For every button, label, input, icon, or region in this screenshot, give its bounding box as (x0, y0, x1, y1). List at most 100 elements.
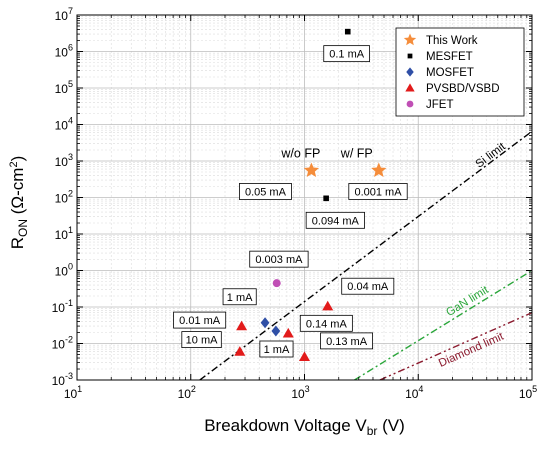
x-tick-exponent: 5 (532, 384, 537, 394)
x-axis-label: Breakdown Voltage Vbr (V) (204, 416, 405, 438)
square-marker (323, 195, 329, 202)
annotation-text: 0.003 mA (255, 254, 303, 266)
y-tick-base: 10 (55, 228, 69, 242)
y-tick-exponent: -1 (65, 298, 73, 308)
y-tick-exponent: 6 (68, 43, 73, 53)
y-tick-label: 107 (55, 6, 73, 23)
legend-box (395, 27, 525, 117)
annotation: 0.13 mA (320, 332, 373, 350)
y-tick-base: 10 (55, 192, 69, 206)
annotation-text: 0.04 mA (347, 281, 389, 293)
limit-label: Si limit (474, 140, 509, 170)
annotation-box (320, 332, 373, 350)
x-tick-label: 102 (178, 384, 196, 401)
x-tick-base: 10 (178, 387, 192, 401)
annotation-box (259, 340, 294, 358)
y-tick-label: 104 (55, 116, 73, 133)
y-tick-label: 105 (55, 79, 73, 96)
y-axis-label: RON (Ω-cm2) (8, 156, 30, 250)
y-tick-label: 10-2 (52, 335, 73, 352)
x-tick-exponent: 4 (418, 384, 423, 394)
diamond-marker (406, 67, 414, 77)
x-tick-base: 10 (519, 387, 533, 401)
triangle-marker (236, 320, 248, 331)
star-marker (403, 33, 417, 46)
annotation: 1 mA (222, 288, 257, 306)
y-tick-exponent: -3 (65, 371, 73, 381)
annotation: 0.04 mA (341, 277, 395, 295)
star-marker (303, 162, 320, 177)
x-axis-label-main: Breakdown Voltage V (204, 416, 367, 435)
annotation-text: 0.05 mA (245, 186, 287, 198)
annotation-box (305, 211, 365, 229)
y-axis-label-close: ) (8, 156, 27, 162)
y-tick-base: 10 (52, 301, 66, 315)
y-tick-label: 10-1 (52, 298, 73, 315)
x-tick-exponent: 3 (305, 384, 310, 394)
limit-label: Diamond limit (437, 330, 506, 370)
annotation-text: 0.1 mA (329, 49, 365, 61)
limit-line (199, 130, 532, 380)
y-tick-exponent: 2 (68, 189, 73, 199)
y-tick-base: 10 (55, 82, 69, 96)
annotation: 10 mA (181, 331, 222, 348)
annotation: 0.14 mA (299, 314, 353, 332)
y-tick-exponent: 7 (68, 6, 73, 16)
point-label: w/ FP (340, 146, 373, 160)
y-tick-label: 102 (55, 189, 73, 206)
annotation-text: 1 mA (264, 344, 290, 356)
triangle-marker (299, 351, 310, 362)
y-axis-label-sup: 2 (8, 161, 20, 167)
limit-line (354, 269, 532, 380)
point-label: w/o FP (280, 146, 320, 160)
y-tick-label: 100 (55, 262, 73, 279)
y-tick-exponent: 0 (68, 262, 73, 272)
annotation: 0.05 mA (239, 183, 292, 200)
x-tick-exponent: 1 (77, 384, 82, 394)
square-marker (407, 53, 413, 59)
x-tick-label: 101 (64, 384, 82, 401)
annotation: 0.094 mA (305, 211, 365, 229)
y-tick-label: 101 (55, 225, 73, 242)
y-axis-label-sub: ON (16, 219, 30, 237)
triangle-marker (322, 300, 334, 311)
annotation-text: 1 mA (227, 292, 253, 304)
x-tick-base: 10 (405, 387, 419, 401)
triangle-marker (234, 346, 246, 356)
limit-line (379, 312, 532, 380)
y-axis-label-unit: (Ω-cm (8, 168, 27, 219)
annotation-text: 10 mA (186, 335, 218, 347)
y-tick-base: 10 (55, 9, 69, 23)
legend-entry: MOSFET (426, 67, 474, 79)
legend-entry: JFET (426, 99, 453, 111)
y-tick-base: 10 (55, 155, 69, 169)
y-tick-label: 103 (55, 152, 73, 169)
annotation: 0.01 mA (173, 311, 227, 329)
square-marker (344, 28, 351, 35)
circle-marker (406, 100, 414, 108)
annotation-box (249, 250, 309, 268)
ticks: 101 102 103 104 10510-310-210-11001011021031… (52, 6, 538, 401)
annotation-box (239, 183, 292, 200)
x-tick-base: 10 (64, 387, 78, 401)
annotation-text: 0.01 mA (179, 315, 221, 327)
x-axis-label-sub: br (367, 424, 378, 438)
star-marker (371, 162, 387, 177)
x-tick-base: 10 (291, 387, 305, 401)
annotation-text: 0.094 mA (312, 215, 360, 227)
x-axis-label-unit: (V) (377, 416, 404, 435)
annotation: 0.1 mA (323, 45, 370, 63)
annotation-text: 0.14 mA (306, 318, 348, 330)
x-tick-label: 103 (291, 384, 309, 401)
data-points (234, 28, 387, 362)
annotation: 0.001 mA (348, 183, 408, 200)
y-tick-exponent: 3 (68, 152, 73, 162)
y-tick-exponent: 1 (68, 225, 73, 235)
diamond-marker (271, 325, 281, 337)
y-tick-label: 106 (55, 43, 73, 60)
y-tick-base: 10 (55, 46, 69, 60)
legend-entry: MESFET (426, 51, 473, 63)
annotation-box (181, 331, 222, 348)
legend-entry: PVSBD/VSBD (426, 83, 500, 95)
